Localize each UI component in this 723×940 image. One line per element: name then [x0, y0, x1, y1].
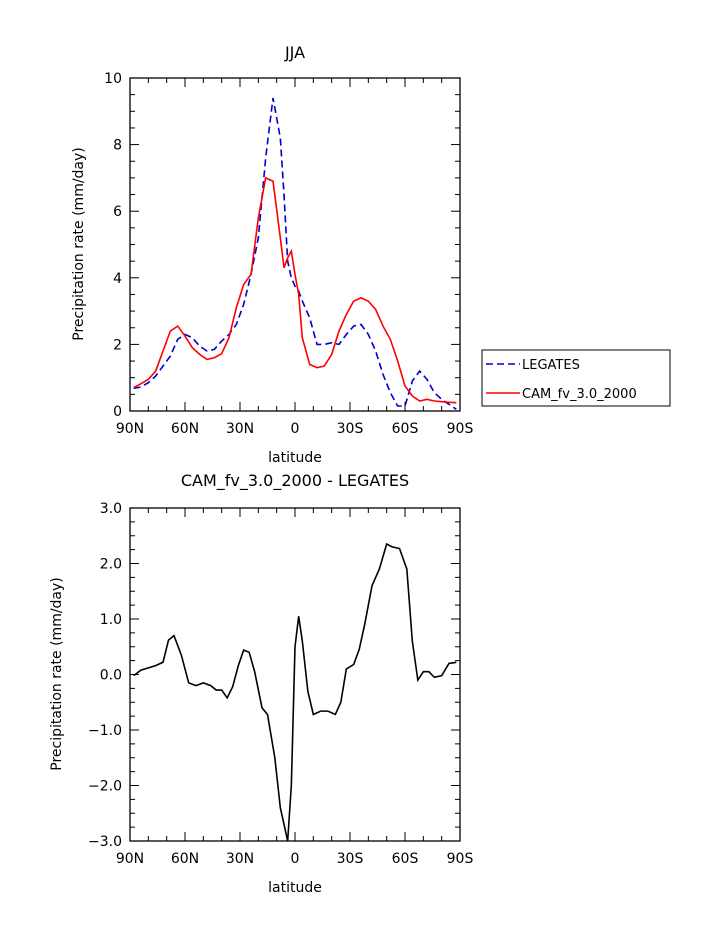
panel-2-x-tick-label: 0: [291, 851, 300, 867]
panel-2-y-tick-label: −3.0: [88, 834, 122, 850]
panel-2-y-tick-labels: −3.0 −2.0 −1.0 0.0 1.0 2.0 3.0: [88, 501, 122, 850]
panel-1-y-tick-labels: 0 2 4 6 8 10: [104, 71, 122, 420]
panel-2-y-axis-label: Precipitation rate (mm/day): [49, 577, 65, 771]
panel-1-title: JJA: [284, 43, 305, 62]
panel-difference: CAM_fv_3.0_2000 - LEGATES 90N 60N 30N 0 …: [49, 471, 473, 896]
panel-1-x-tick-label: 90N: [116, 421, 144, 437]
panel-2-x-tick-label: 90S: [447, 851, 474, 867]
panel-2-y-tick-label: 0.0: [100, 668, 122, 684]
panel-2-y-tick-label: 2.0: [100, 557, 122, 573]
panel-2-y-tick-label: 3.0: [100, 501, 122, 517]
panel-2-y-tick-label: −2.0: [88, 779, 122, 795]
panel-1-y-tick-label: 8: [113, 138, 122, 154]
panel-1-ticks: [129, 77, 461, 412]
series-line-cam-fv: [133, 176, 457, 404]
panel-1-y-tick-label: 6: [113, 204, 122, 220]
panel-1-frame: [129, 77, 461, 412]
series-line-difference: [133, 542, 457, 842]
panel-1-x-tick-label: 60N: [171, 421, 199, 437]
panel-jja: JJA 90N 60N 30N 0 30S 60S 90S 0 2 4 6 8 …: [71, 43, 671, 466]
panel-1-y-tick-label: 4: [113, 271, 122, 287]
panel-2-y-tick-label: −1.0: [88, 723, 122, 739]
panel-2-title: CAM_fv_3.0_2000 - LEGATES: [181, 471, 409, 491]
panel-2-x-tick-label: 60S: [392, 851, 419, 867]
legend-entry-legates: LEGATES: [522, 358, 580, 373]
panel-1-x-tick-label: 0: [291, 421, 300, 437]
panel-1-x-tick-label: 30S: [337, 421, 364, 437]
panel-2-x-tick-label: 90N: [116, 851, 144, 867]
panel-1-x-tick-label: 30N: [226, 421, 254, 437]
panel-1-x-tick-labels: 90N 60N 30N 0 30S 60S 90S: [116, 421, 474, 437]
panel-1-series: [133, 97, 457, 410]
panel-2-x-tick-label: 60N: [171, 851, 199, 867]
panel-1-y-tick-label: 2: [113, 337, 122, 353]
panel-1-y-axis-label: Precipitation rate (mm/day): [71, 147, 87, 341]
panel-1-x-axis-label: latitude: [268, 450, 322, 466]
panel-2-series: [133, 542, 457, 842]
panel-1-y-tick-label: 10: [104, 71, 122, 87]
series-line-legates: [133, 97, 457, 410]
legend-entry-cam-fv: CAM_fv_3.0_2000: [522, 387, 637, 402]
panel-1-x-tick-label: 90S: [447, 421, 474, 437]
panel-1-y-tick-label: 0: [113, 404, 122, 420]
panel-2-x-tick-labels: 90N 60N 30N 0 30S 60S 90S: [116, 851, 474, 867]
legend-box: [481, 349, 671, 407]
panel-2-x-tick-label: 30S: [337, 851, 364, 867]
panel-2-ticks: [129, 507, 461, 842]
panel-2-y-tick-label: 1.0: [100, 612, 122, 628]
legend: LEGATES CAM_fv_3.0_2000: [481, 349, 671, 407]
panel-2-x-axis-label: latitude: [268, 880, 322, 896]
panel-1-x-tick-label: 60S: [392, 421, 419, 437]
panel-2-x-tick-label: 30N: [226, 851, 254, 867]
